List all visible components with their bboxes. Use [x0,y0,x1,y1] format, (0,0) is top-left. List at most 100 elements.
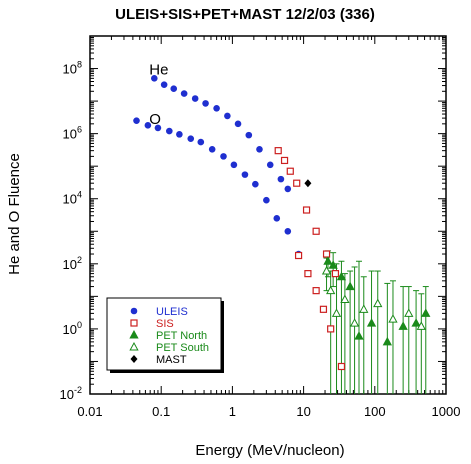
sis-point [293,179,301,187]
legend-shadow [221,301,224,373]
uleis-point [277,175,285,183]
y-tick-exponent: 4 [77,190,82,200]
y-tick-base: 10 [60,387,74,402]
pet-north-point [336,271,347,281]
uleis-point [245,131,253,139]
pet-south-point [404,308,414,317]
y-axis-label: He and O Fluence [6,153,23,275]
pet-south-point [373,298,383,308]
pet-south-point [416,321,426,330]
pet-south-point [359,304,369,313]
uleis-point [166,127,173,135]
y-tick-exponent: -2 [74,385,82,395]
pet-north-point [382,336,392,346]
sis-point [322,250,331,258]
sis-point [280,156,289,165]
y-tick-exponent: 6 [77,125,82,135]
error-bars [323,250,429,394]
x-tick-label: 0.1 [152,404,170,419]
uleis-point [266,161,274,169]
uleis-point [187,135,195,142]
uleis-point [284,227,292,235]
y-tick-label: 106 [63,125,82,142]
y-tick-exponent: 2 [77,255,82,265]
y-tick-base: 10 [63,192,77,207]
x-tick-labels: 0.01 0.1 1 10 100 1000 [77,404,460,419]
uleis-point [170,85,178,93]
y-tick-exponent: 8 [77,60,82,70]
plot-frame [89,35,447,395]
pet-north-point [345,281,355,291]
y-tick-label: 104 [63,190,82,207]
uleis-point [241,171,249,178]
pet-south-point [331,308,342,317]
uleis-point [191,95,199,102]
uleis-point [176,131,183,138]
sis-point [312,227,320,235]
y-tick-base: 10 [63,62,77,77]
sis-point [294,251,303,260]
x-tick-label: 100 [364,404,386,419]
x-tick-label: 1000 [432,404,461,419]
uleis-point [256,146,263,153]
uleis-point [180,90,188,97]
uleis-point [151,75,158,82]
data-points [133,75,431,371]
axis-ticks [89,36,447,395]
uleis-point [144,122,152,129]
uleis-point [284,185,292,193]
sis-point [319,305,328,313]
uleis-point [208,146,216,153]
x-axis-label: Energy (MeV/nucleon) [195,442,344,459]
sis-point [327,325,335,333]
uleis-point [202,100,209,107]
annotations: He O [149,62,168,129]
pet-north-point [398,321,408,330]
x-tick-label: 0.01 [77,404,102,419]
pet-north-point [354,331,364,340]
uleis-point [197,138,205,146]
y-tick-base: 10 [63,322,77,337]
uleis-point [154,124,162,132]
pet-north-point [421,308,431,317]
legend-marker-mast [130,355,138,363]
sis-point [274,147,282,155]
uleis-point [230,161,238,169]
sis-point [331,270,340,278]
pet-south-point [321,265,332,275]
pet-north-point [411,318,421,327]
sis-point [286,167,294,175]
legend-label-mast: MAST [156,354,187,366]
series-annotation: O [149,111,161,128]
legend-label-pet-north: PET North [156,330,207,342]
y-tick-label: 10-2 [60,385,82,402]
y-tick-label: 100 [63,320,82,337]
legend-label-uleis: ULEIS [156,306,188,318]
legend-marker-pet-north [129,329,139,339]
pet-south-point [388,314,398,323]
uleis-point [224,112,231,120]
pet-south-point [349,318,360,327]
pet-south-point [340,294,350,304]
legend-label-sis: SIS [156,318,174,330]
legend-label-pet-south: PET South [156,342,209,354]
y-tick-exponent: 0 [77,320,82,330]
pet-north-point [328,260,338,269]
series-annotation: He [149,62,168,79]
uleis-point [273,215,281,222]
uleis-point [263,196,270,204]
legend-marker-pet-south [129,341,139,351]
chart-title: ULEIS+SIS+PET+MAST 12/2/03 (336) [115,6,375,23]
legend-shadow-bottom [110,370,224,373]
sis-point [312,287,320,295]
uleis-point [213,105,220,112]
sis-point [337,362,346,371]
uleis-point [133,117,140,124]
y-tick-base: 10 [63,127,77,142]
uleis-point [160,81,168,88]
pet-south-point [326,285,336,295]
uleis-point [234,120,242,128]
